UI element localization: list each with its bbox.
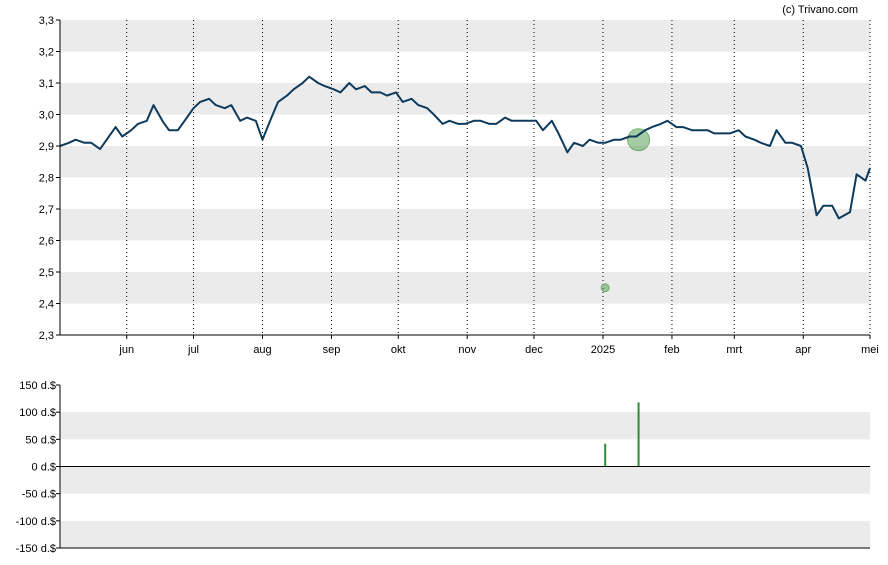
volume-y-tick-label: 0 d.$	[32, 462, 56, 474]
y-tick-label: 2,3	[39, 330, 54, 342]
y-tick-label: 2,9	[39, 141, 54, 153]
volume-band	[60, 412, 870, 440]
y-tick-label: 2,4	[39, 299, 54, 311]
volume-band	[60, 520, 870, 548]
x-tick-label: dec	[525, 344, 543, 356]
copyright-credit: (c) Trivano.com	[782, 4, 858, 16]
y-tick-label: 2,6	[39, 236, 54, 248]
x-tick-label: jun	[118, 344, 134, 356]
event-marker	[627, 128, 651, 152]
price-band	[60, 272, 870, 304]
price-chart-panel: 2,3 2,4 2,5 2,6 2,7 2,8 2,9 3,0 3,1 3,2 3,3 jun jul…	[39, 15, 879, 356]
volume-chart-panel: 150 d.$ 100 d.$ 50 d.$ 0 d.$ -50 d.$ -100 d.$…	[16, 380, 870, 555]
x-tick-label: jul	[187, 344, 199, 356]
x-tick-label: okt	[391, 344, 406, 356]
y-tick-label: 3,3	[39, 15, 54, 27]
volume-y-tick-label: -150 d.$	[16, 543, 56, 555]
x-tick-label: mei	[861, 344, 879, 356]
y-tick-label: 2,8	[39, 173, 54, 185]
price-line	[59, 75, 871, 220]
volume-y-tick-label: 100 d.$	[19, 407, 56, 419]
price-band	[60, 83, 870, 115]
price-band	[60, 209, 870, 241]
y-tick-label: 3,1	[39, 78, 54, 90]
x-tick-label: 2025	[591, 344, 615, 356]
volume-y-tick-label: 150 d.$	[19, 380, 56, 392]
volume-band	[60, 466, 870, 494]
y-tick-label: 3,2	[39, 47, 54, 59]
y-tick-label: 2,7	[39, 204, 54, 216]
volume-y-tick-label: -100 d.$	[16, 516, 56, 528]
volume-y-tick-label: -50 d.$	[22, 489, 56, 501]
x-tick-label: apr	[795, 344, 811, 356]
x-tick-label: mrt	[726, 344, 742, 356]
y-tick-label: 2,5	[39, 267, 54, 279]
price-band	[60, 20, 870, 52]
x-tick-label: aug	[253, 344, 271, 356]
x-tick-label: nov	[458, 344, 476, 356]
y-tick-label: 3,0	[39, 110, 54, 122]
volume-y-tick-label: 50 d.$	[25, 434, 56, 446]
price-band	[60, 146, 870, 178]
event-marker	[600, 283, 610, 293]
x-tick-label: sep	[323, 344, 341, 356]
x-tick-label: feb	[664, 344, 679, 356]
